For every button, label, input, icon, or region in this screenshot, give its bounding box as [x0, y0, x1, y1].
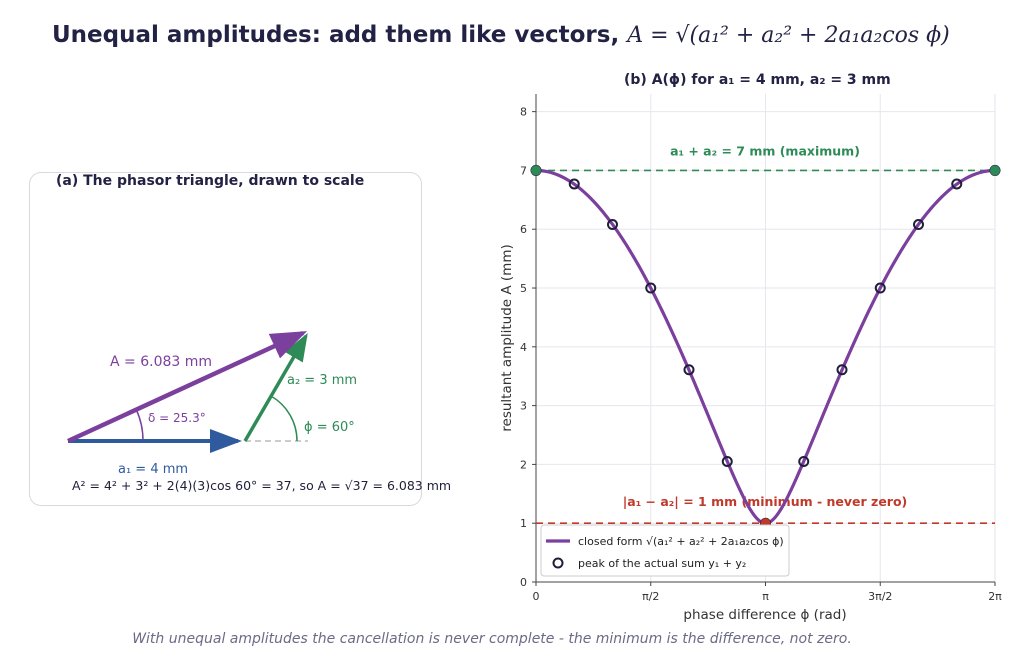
actual-sum-marker — [913, 219, 924, 231]
reference-line-label: |a₁ − a₂| = 1 mm (minimum - never zero) — [623, 494, 908, 509]
y-tick-label: 5 — [520, 282, 527, 295]
y-axis-label: resultant amplitude A (mm) — [499, 244, 515, 431]
reference-line-label: a₁ + a₂ = 7 mm (maximum) — [670, 143, 860, 158]
y-tick-label: 1 — [520, 517, 527, 530]
actual-sum-marker — [951, 178, 963, 190]
x-tick-label: π — [762, 590, 769, 603]
resultant-label: A = 6.083 mm — [110, 354, 212, 370]
y-tick-label: 7 — [520, 164, 527, 177]
actual-sum-marker — [607, 219, 618, 231]
x-tick-label: 0 — [533, 590, 540, 603]
y-tick-label: 2 — [520, 458, 527, 471]
x-tick-label: π/2 — [642, 590, 659, 603]
x-axis-label: phase difference ϕ (rad) — [683, 607, 846, 623]
phasor-panel-title: (a) The phasor triangle, drawn to scale — [56, 173, 365, 189]
highlight-point — [990, 165, 1000, 176]
y-tick-label: 0 — [520, 576, 527, 589]
phi-angle-arc — [270, 395, 298, 442]
a1-label: a₁ = 4 mm — [118, 462, 188, 477]
actual-sum-marker — [836, 364, 848, 376]
phasor-triangle: A = 6.083 mm a₂ = 3 mm a₁ = 4 mm δ = 25.… — [67, 330, 451, 493]
resultant-vector-arrow — [67, 330, 308, 444]
actual-sum-marker — [798, 455, 810, 467]
legend-box — [540, 524, 790, 577]
chart-title: (b) A(ϕ) for a₁ = 4 mm, a₂ = 3 mm — [624, 72, 891, 88]
title-text: Unequal amplitudes: add them like vector… — [52, 22, 620, 48]
legend-marker-label: peak of the actual sum y₁ + y₂ — [578, 557, 746, 570]
a2-label: a₂ = 3 mm — [287, 373, 357, 388]
delta-angle-arc — [135, 408, 144, 442]
delta-label: δ = 25.3° — [148, 411, 206, 425]
figure-caption: With unequal amplitudes the cancellation… — [132, 631, 852, 647]
actual-sum-marker — [645, 282, 657, 294]
actual-sum-marker — [874, 282, 886, 294]
legend-marker-swatch — [552, 557, 564, 569]
actual-sum-marker — [721, 455, 733, 467]
legend-curve-label: closed form √(a₁² + a₂² + 2a₁a₂cos ϕ) — [578, 535, 784, 548]
actual-sum-marker — [683, 364, 695, 376]
a2-vector-arrow — [243, 332, 308, 442]
highlight-point — [531, 165, 541, 176]
phasor-equation: A² = 4² + 3² + 2(4)(3)cos 60° = 37, so A… — [72, 478, 451, 493]
y-tick-label: 3 — [520, 400, 527, 413]
y-tick-label: 6 — [520, 223, 527, 236]
y-tick-label: 8 — [520, 106, 527, 119]
title-formula: A = √(a₁² + a₂² + 2a₁a₂cos ϕ) — [627, 23, 950, 48]
page-title: Unequal amplitudes: add them like vector… — [52, 22, 950, 48]
phi-label: ϕ = 60° — [304, 420, 355, 435]
amplitude-chart: 0 1 2 3 4 5 6 7 8 0 π/2 π 3π/2 2π a₁ + a₂ = 7 mm (maxi… — [520, 94, 1002, 603]
actual-sum-marker — [568, 178, 580, 190]
x-tick-label: 3π/2 — [868, 590, 892, 603]
y-tick-label: 4 — [520, 341, 527, 354]
x-tick-label: 2π — [988, 590, 1002, 603]
